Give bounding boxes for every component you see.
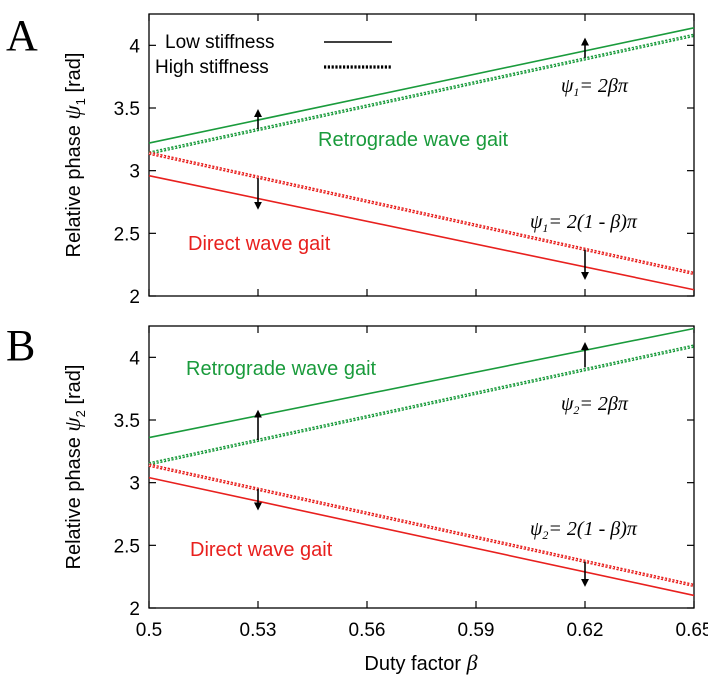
direct-gait-label-b: Direct wave gait (190, 539, 333, 561)
x-tick-label: 0.5 (136, 620, 162, 641)
series-line-a-0 (148, 27, 695, 144)
retro-gait-label-b: Retrograde wave gait (186, 358, 377, 380)
equation-retro-a: ψ1= 2βπ (561, 75, 629, 99)
x-tick-label: 0.62 (567, 620, 604, 641)
plot-frame-b (148, 325, 695, 609)
panel-b: B 2 2.5 3 3.5 4 0.5 0.53 0.56 0.59 0.62 0.65 Retro… (6, 321, 708, 641)
plot-frame-a (148, 13, 695, 297)
x-tick-label: 0.65 (676, 620, 708, 641)
series-line-b-0 (148, 327, 695, 439)
x-tick-label: 0.53 (240, 620, 277, 641)
y-axis-label-b: Relative phase ψ2 [rad] (60, 365, 88, 570)
plot-marks-a: 2 2.5 3 3.5 4 (114, 14, 695, 308)
y-axis-label-a: Relative phase ψ1 [rad] (60, 53, 88, 258)
y-tick-label-b: 2 (129, 599, 140, 620)
legend-high-label: High stiffness (155, 57, 269, 78)
y-tick-label-a: 3 (129, 162, 140, 183)
x-axis-label: Duty factor β (364, 650, 477, 675)
retro-gait-label-a: Retrograde wave gait (318, 129, 509, 151)
y-tick-label-a: 3.5 (114, 99, 140, 120)
panel-letter-b: B (6, 321, 35, 370)
y-tick-label-a: 4 (129, 36, 140, 57)
series-line-a-3 (148, 151, 695, 276)
x-tick-label: 0.59 (458, 620, 495, 641)
equation-retro-b: ψ2= 2βπ (561, 393, 629, 417)
legend-low-label: Low stiffness (165, 32, 274, 53)
y-tick-label-a: 2 (129, 287, 140, 308)
series-line-highlight-b-1 (148, 345, 695, 465)
y-tick-label-b: 3 (129, 474, 140, 495)
series-line-b-2 (148, 476, 695, 597)
x-tick-label: 0.56 (349, 620, 386, 641)
y-tick-label-a: 2.5 (114, 224, 140, 245)
series-line-b-3 (148, 463, 695, 588)
y-tick-label-b: 4 (129, 348, 140, 369)
series-line-a-2 (148, 174, 695, 291)
equation-direct-a: ψ1= 2(1 - β)π (530, 211, 638, 235)
panel-letter-a: A (6, 11, 38, 60)
y-tick-label-b: 2.5 (114, 536, 140, 557)
equation-direct-b: ψ2= 2(1 - β)π (530, 518, 638, 542)
series-line-highlight-a-1 (148, 34, 695, 154)
panel-a: A 2 2.5 3 3.5 4 Low stiffness High stiffness… (6, 11, 695, 308)
plot-marks-b: 2 2.5 3 3.5 4 0.5 0.53 0.56 0.59 0.62 0.65 (114, 326, 708, 641)
y-tick-label-b: 3.5 (114, 411, 140, 432)
direct-gait-label-a: Direct wave gait (188, 233, 331, 255)
